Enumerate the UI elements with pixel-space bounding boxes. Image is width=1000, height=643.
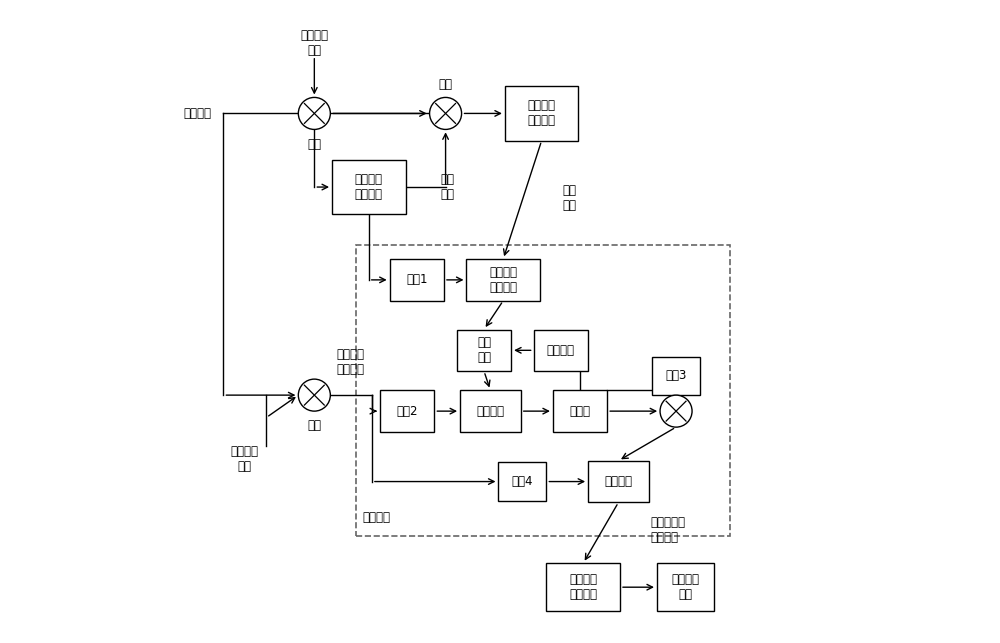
- Text: 延迟校正: 延迟校正: [547, 344, 575, 357]
- Bar: [380, 390, 434, 432]
- Bar: [460, 390, 521, 432]
- Text: 干扰消除: 干扰消除: [604, 475, 632, 488]
- Bar: [505, 86, 578, 141]
- Text: 解调
信息: 解调 信息: [563, 184, 577, 212]
- Text: 解扩: 解扩: [439, 78, 453, 91]
- Circle shape: [298, 379, 330, 411]
- Text: 干扰目标
伪码跟踪: 干扰目标 伪码跟踪: [355, 173, 383, 201]
- Text: 延迟3: 延迟3: [665, 370, 687, 383]
- Text: 相关处理: 相关处理: [476, 404, 504, 418]
- Text: 测距目标
基带信号: 测距目标 基带信号: [337, 348, 365, 376]
- Bar: [553, 390, 607, 432]
- Circle shape: [430, 98, 462, 129]
- Bar: [534, 329, 588, 371]
- Text: 干扰对消: 干扰对消: [362, 511, 390, 525]
- Text: 测距目标
载波: 测距目标 载波: [230, 445, 258, 473]
- Bar: [588, 461, 649, 502]
- Text: 延迟1: 延迟1: [406, 273, 428, 286]
- Text: 变频: 变频: [307, 138, 321, 150]
- Text: 干扰目标
信息解调: 干扰目标 信息解调: [528, 100, 556, 127]
- Text: 本地
伪码: 本地 伪码: [441, 173, 455, 201]
- Bar: [657, 563, 714, 611]
- Text: 干扰目标
基带再生: 干扰目标 基带再生: [489, 266, 517, 294]
- Bar: [457, 329, 511, 371]
- Text: 干扰消除后
基带信号: 干扰消除后 基带信号: [650, 516, 685, 543]
- Text: 归一化: 归一化: [570, 404, 591, 418]
- Bar: [466, 259, 540, 301]
- Text: 测距目标
伪码跟踪: 测距目标 伪码跟踪: [569, 573, 597, 601]
- Bar: [390, 259, 444, 301]
- Text: 变频: 变频: [307, 419, 321, 433]
- Text: 可调
延迟: 可调 延迟: [477, 336, 491, 365]
- Bar: [652, 357, 700, 395]
- Text: 信号输入: 信号输入: [183, 107, 211, 120]
- Bar: [332, 160, 406, 214]
- Bar: [546, 563, 620, 611]
- Bar: [498, 462, 546, 501]
- Bar: [356, 245, 730, 536]
- Text: 干扰目标
载波: 干扰目标 载波: [300, 29, 328, 57]
- Text: 延迟2: 延迟2: [396, 404, 418, 418]
- Text: 测距目标
测距: 测距目标 测距: [672, 573, 700, 601]
- Circle shape: [298, 98, 330, 129]
- Text: 延迟4: 延迟4: [512, 475, 533, 488]
- Circle shape: [660, 395, 692, 427]
